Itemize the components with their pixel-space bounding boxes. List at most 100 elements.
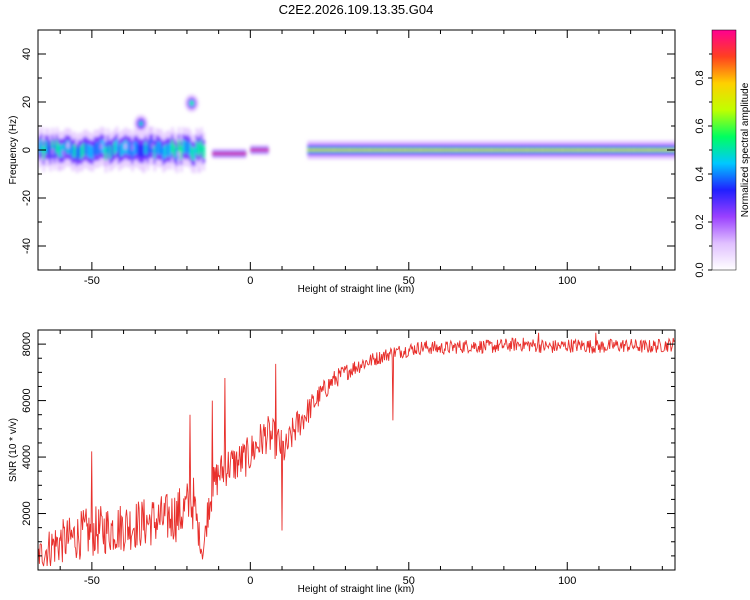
heatmap-cell (164, 144, 168, 158)
heatmap-cell (69, 141, 72, 155)
heatmap-cell (440, 149, 444, 151)
heatmap-cell (620, 149, 623, 151)
heatmap-cell (144, 141, 148, 155)
heatmap-cell (216, 153, 220, 155)
heatmap-cell (606, 149, 610, 151)
heatmap-cell (520, 149, 524, 151)
heatmap-cell (524, 149, 528, 151)
heatmap-cell (71, 145, 75, 159)
heatmap-cell (495, 149, 499, 151)
heatmap-cell (53, 144, 57, 158)
heatmap-cell (40, 139, 44, 153)
heatmap-cell (531, 149, 535, 151)
snr-y-ticks: 2000 4000 6000 8000 (21, 329, 675, 571)
heatmap-cell (126, 141, 130, 156)
heatmap-cell (60, 144, 64, 158)
heatmap-cell (511, 149, 515, 151)
heatmap-cell (385, 149, 388, 151)
heatmap-cell (597, 149, 601, 151)
heatmap-cell (507, 149, 510, 151)
heatmap-cell (373, 149, 377, 151)
heatmap-cell (436, 149, 439, 151)
heatmap-cell (609, 149, 612, 151)
spectrogram-y-ticks: -40 -20 0 20 40 (21, 29, 675, 271)
colorbar-ticks: 0.0 0.2 0.4 0.6 0.8 (694, 53, 712, 278)
x-tick-label: -50 (84, 575, 100, 587)
heatmap-cell (518, 149, 521, 151)
heatmap-cell (234, 153, 238, 155)
heatmap-cell (578, 149, 581, 151)
heatmap-cell (195, 140, 199, 154)
heatmap-cell (591, 149, 595, 151)
heatmap-cell (193, 147, 197, 161)
heatmap-cell (613, 149, 617, 151)
heatmap-cell (236, 153, 240, 155)
snr-frame (37, 329, 676, 571)
x-tick-label: 100 (558, 275, 576, 287)
heatmap-cell (182, 139, 186, 153)
heatmap-cell (513, 149, 517, 151)
heatmap-cell (553, 149, 557, 151)
heatmap-cell (566, 149, 570, 151)
heatmap-cell (431, 149, 435, 151)
heatmap-speckle (66, 142, 70, 149)
heatmap-cell (473, 149, 477, 151)
heatmap-cell (482, 149, 486, 151)
heatmap-cell (157, 141, 161, 155)
heatmap-cell (160, 141, 163, 156)
heatmap-cell (221, 153, 224, 155)
snr-series (38, 332, 675, 567)
heatmap-cell (635, 149, 639, 151)
heatmap-cell (153, 145, 157, 159)
heatmap-speckle (177, 151, 181, 158)
heatmap-cell (538, 149, 541, 151)
heatmap-speckle (62, 150, 66, 157)
heatmap-cell (564, 149, 568, 151)
heatmap-cell (73, 144, 77, 158)
heatmap-speckle (142, 167, 146, 173)
heatmap-cell (82, 143, 86, 157)
heatmap-cell (102, 140, 106, 154)
heatmap-cell (480, 149, 484, 151)
heatmap-cell (238, 153, 242, 155)
spectrogram-x-ticks: -50 0 50 100 (59, 30, 663, 287)
heatmap-cell (460, 149, 464, 151)
heatmap-cell (637, 149, 641, 151)
heatmap-cell (225, 153, 229, 155)
snr-line (38, 332, 675, 567)
heatmap-cell (382, 149, 386, 151)
heatmap-cell (51, 140, 55, 154)
heatmap-speckle (160, 132, 164, 139)
heatmap-cell (376, 149, 379, 151)
heatmap-cell (191, 146, 194, 161)
heatmap-cell (199, 139, 203, 154)
heatmap-cell (93, 142, 97, 156)
x-tick-label: 0 (247, 275, 253, 287)
heatmap-cell (660, 149, 663, 151)
heatmap-cell (89, 145, 92, 159)
heatmap-cell (595, 149, 599, 151)
heatmap-cell (106, 140, 110, 155)
heatmap-cell (336, 149, 340, 151)
heatmap-cell (137, 143, 141, 157)
heatmap-cell (484, 149, 488, 151)
y-tick-label: 20 (21, 96, 33, 108)
heatmap-cell (311, 149, 315, 151)
heatmap-cell (349, 149, 353, 151)
heatmap-speckle (151, 142, 155, 149)
heatmap-cell (467, 149, 470, 151)
heatmap-cell (175, 147, 179, 161)
heatmap-cell (155, 140, 159, 154)
heatmap-cell (230, 153, 233, 155)
heatmap-cell (475, 149, 479, 151)
heatmap-cell (131, 145, 134, 159)
heatmap-cell (322, 149, 326, 151)
heatmap-cell (77, 145, 81, 159)
heatmap-cell (611, 149, 615, 151)
heatmap-cell (535, 149, 539, 151)
heatmap-cell (362, 149, 366, 151)
heatmap-cell (338, 149, 342, 151)
heatmap-cell (117, 145, 121, 159)
heatmap-cell (148, 139, 152, 154)
heatmap-cell (442, 149, 446, 151)
